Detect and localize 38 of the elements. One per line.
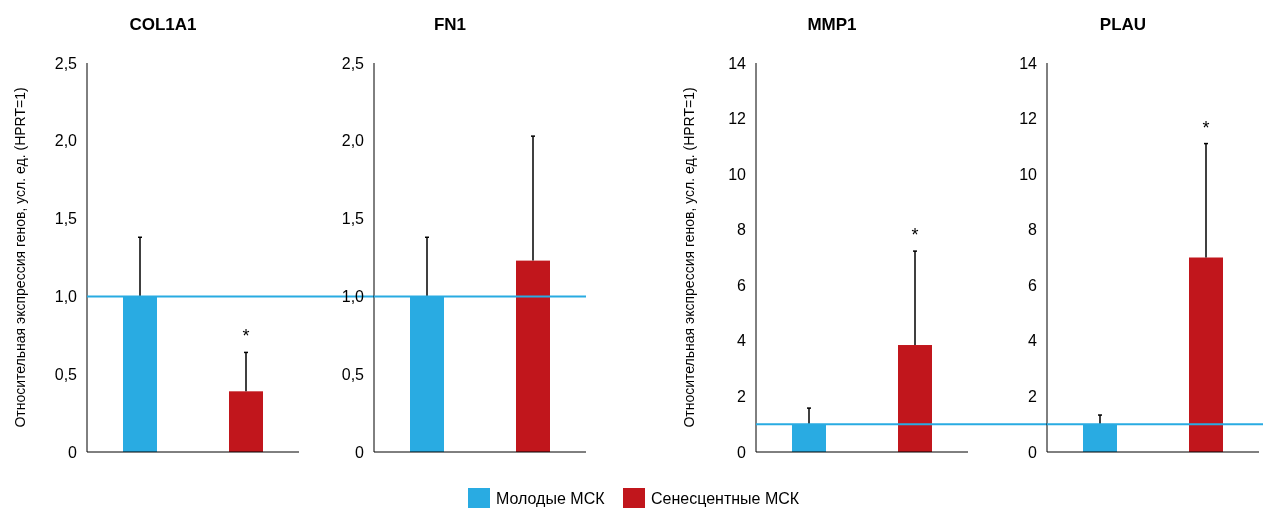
y-tick-label: 2: [737, 388, 747, 406]
y-tick-label: 2,5: [341, 54, 365, 72]
legend-label: Сенесцентные МСК: [651, 490, 800, 507]
y-tick-label: 2: [1028, 388, 1038, 406]
y-tick-label: 0: [737, 443, 747, 461]
y-tick-label: 0,5: [54, 365, 78, 383]
y-tick-label: 2,5: [54, 54, 78, 72]
y-tick-label: 1,0: [54, 288, 78, 305]
legend-label: Молодые МСК: [496, 490, 606, 507]
y-tick-label: 0,5: [341, 365, 365, 383]
y-tick-label: 0: [1028, 443, 1038, 461]
y-tick-label: 2,0: [54, 132, 78, 150]
y-tick-label: 0: [68, 443, 78, 461]
y-tick-label: 12: [728, 110, 747, 128]
y-tick-label: 1,5: [54, 210, 78, 228]
y-tick-label: 8: [737, 221, 747, 239]
chart-title: PLAU: [1099, 15, 1147, 34]
y-tick-label: 12: [1019, 110, 1038, 128]
y-tick-label: 14: [728, 54, 747, 72]
y-tick-label: 4: [1028, 332, 1038, 350]
chart-title: MMP1: [807, 15, 857, 34]
y-tick-label: 4: [737, 332, 747, 350]
y-tick-label: 14: [1019, 54, 1038, 72]
y-tick-label: 2,0: [341, 132, 365, 150]
y-tick-label: 8: [1028, 221, 1038, 239]
annotation: *: [911, 225, 919, 246]
y-axis-title: Относительная экспрессия генов, усл. ед. (HPRT=1): [681, 87, 697, 428]
y-tick-label: 0: [355, 443, 365, 461]
annotation: *: [242, 326, 250, 347]
chart-title: COL1A1: [129, 15, 197, 34]
y-tick-label: 6: [1028, 276, 1038, 294]
y-tick-label: 10: [728, 165, 747, 183]
chart-title: FN1: [433, 15, 467, 34]
y-axis-title: Относительная экспрессия генов, усл. ед. (HPRT=1): [12, 87, 28, 428]
y-tick-label: 6: [737, 276, 747, 294]
y-tick-label: 10: [1019, 165, 1038, 183]
annotation: *: [1202, 117, 1210, 138]
y-tick-label: 1,5: [341, 210, 365, 228]
